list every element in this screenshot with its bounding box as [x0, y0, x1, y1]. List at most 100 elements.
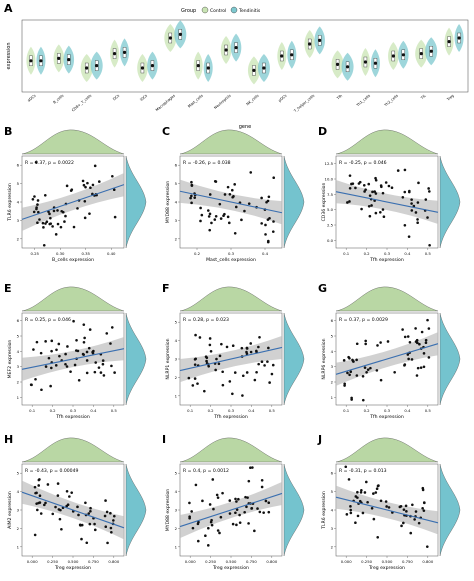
data-point	[191, 384, 195, 387]
data-point	[396, 169, 400, 172]
x-tick-label: 0.4	[404, 408, 411, 413]
data-point	[423, 501, 426, 505]
data-point	[226, 215, 230, 219]
top-density	[335, 437, 439, 463]
y-axis-label: CD36 expression	[321, 183, 327, 222]
data-point	[33, 195, 36, 198]
data-point	[51, 225, 54, 228]
data-point	[406, 335, 410, 338]
x-tick-label: 0.2	[364, 251, 371, 256]
data-point	[210, 523, 214, 527]
data-point	[89, 506, 92, 510]
data-point	[196, 382, 199, 385]
data-point	[428, 190, 431, 193]
data-point	[194, 333, 197, 337]
y-axis-label: NLRP6 expression	[321, 338, 327, 379]
data-point	[208, 503, 212, 506]
data-point	[36, 508, 39, 512]
data-point	[226, 185, 230, 189]
data-point	[351, 358, 354, 362]
right-density	[125, 155, 147, 249]
panel-j: J R = -0.31, p = 0.013 2 3 4 5 6 0.000 0.250 0.50…	[317, 433, 461, 571]
data-point	[196, 522, 200, 526]
data-point	[34, 160, 38, 164]
data-point	[348, 200, 351, 203]
data-point	[213, 180, 217, 183]
fit-line	[179, 190, 283, 214]
median-tendinitis	[39, 59, 43, 63]
data-point	[44, 222, 47, 225]
x-axis-label: Treg expression	[368, 565, 405, 571]
data-point	[260, 360, 264, 364]
data-point	[60, 527, 63, 531]
panel-a-ylabel: expression	[6, 43, 12, 70]
data-point	[363, 366, 367, 369]
data-point	[373, 190, 376, 193]
panel-letter: H	[4, 433, 13, 446]
y-tick-label: 2	[331, 544, 334, 549]
data-point	[66, 345, 69, 348]
y-tick-label: 3	[331, 526, 334, 531]
data-point	[219, 217, 223, 220]
data-point	[79, 524, 82, 527]
median-control	[112, 52, 117, 56]
data-point	[80, 537, 83, 541]
data-point	[245, 350, 248, 354]
data-point	[256, 507, 259, 510]
data-point	[376, 484, 380, 488]
data-point	[398, 505, 402, 509]
x-tick-label: 0.1	[343, 251, 350, 256]
data-point	[234, 205, 238, 209]
panel-b: B R = 0.37, p = 0.0022 2 3 4 5 6 0.25 0.30 0.35 0.…	[4, 125, 147, 263]
fit-line	[335, 496, 439, 524]
data-point	[106, 541, 109, 545]
median-tendinitis	[206, 66, 210, 70]
data-point	[112, 188, 116, 192]
data-point	[212, 507, 215, 511]
data-point	[411, 503, 414, 507]
right-density	[283, 312, 305, 406]
y-tick-label: 4	[17, 349, 20, 354]
top-density	[335, 286, 439, 312]
data-point	[221, 383, 225, 387]
x-tick-label: 0.250	[361, 559, 372, 564]
category-label: aDCs	[27, 94, 37, 103]
data-point	[89, 186, 92, 189]
data-point	[375, 369, 379, 372]
data-point	[243, 510, 246, 514]
data-point	[84, 185, 87, 189]
data-point	[91, 351, 95, 355]
data-point	[403, 168, 407, 172]
x-tick-label: 0.2	[364, 408, 371, 413]
data-point	[422, 352, 426, 355]
data-point	[348, 174, 352, 177]
data-point	[372, 492, 375, 495]
x-tick-label: 0.250	[205, 559, 216, 564]
data-point	[235, 523, 238, 527]
y-tick-label: 5	[175, 181, 178, 186]
data-point	[348, 373, 351, 377]
data-point	[48, 222, 52, 226]
panel-letter: G	[318, 282, 327, 295]
data-point	[36, 199, 40, 202]
data-point	[426, 216, 429, 219]
data-point	[85, 359, 89, 362]
x-tick-label: 0.1	[29, 408, 36, 413]
data-point	[407, 357, 410, 361]
data-point	[234, 497, 237, 501]
panel-letter: I	[162, 433, 166, 446]
data-point	[410, 202, 413, 205]
data-point	[348, 357, 351, 360]
panel-i: I R = 0.4, p = 0.0012 1 2 3 4 5 0.000 0.250 0.500…	[162, 433, 305, 571]
data-point	[113, 215, 117, 219]
data-point	[230, 188, 234, 192]
data-point	[208, 228, 212, 232]
data-point	[191, 526, 195, 530]
x-axis-label: Tfh expression	[369, 414, 404, 420]
data-point	[33, 485, 37, 489]
data-point	[247, 202, 251, 205]
data-point	[346, 371, 349, 375]
y-tick-label: 4	[175, 338, 178, 343]
data-point	[347, 478, 351, 481]
data-point	[193, 377, 197, 380]
